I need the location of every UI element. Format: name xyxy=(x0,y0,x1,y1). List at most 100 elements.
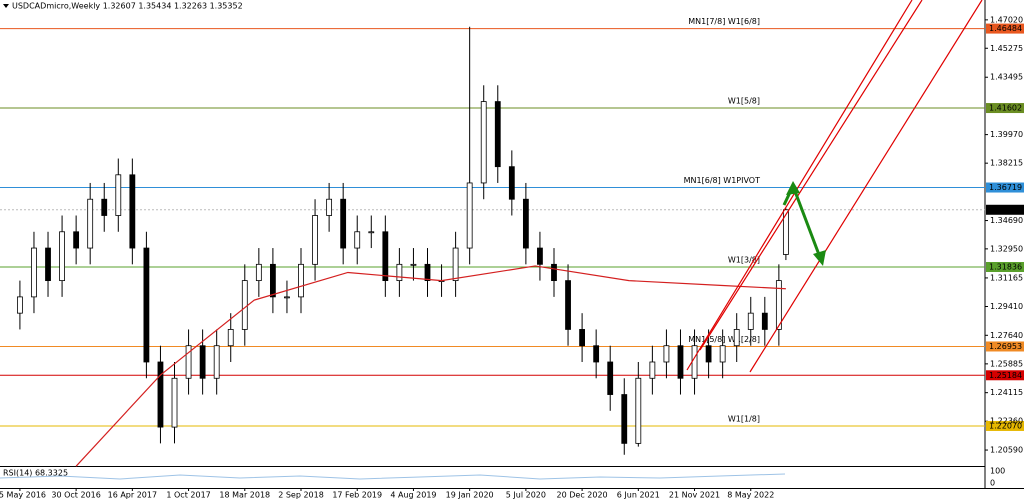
candle-body xyxy=(705,345,712,363)
candle-body xyxy=(87,198,94,249)
y-tick-label: 1.31165 xyxy=(990,273,1023,282)
candle-body xyxy=(607,361,614,395)
candle-body xyxy=(227,329,234,347)
x-tick-label: 19 Jan 2020 xyxy=(446,491,494,500)
candle-body xyxy=(663,345,670,363)
candle-body xyxy=(354,231,361,249)
x-tick-label: 16 Apr 2017 xyxy=(108,491,157,500)
channel-line xyxy=(686,0,913,371)
chart-title: USDCADmicro,Weekly 1.32607 1.35434 1.322… xyxy=(12,2,243,11)
candle-body xyxy=(17,296,23,314)
candle-body xyxy=(157,361,164,428)
rsi-tick-label: 100 xyxy=(990,467,1005,476)
y-tick-label: 1.24115 xyxy=(990,388,1023,397)
level-price-label: 1.22070 xyxy=(989,421,1022,430)
candle-body xyxy=(312,215,318,265)
last-price-box xyxy=(986,204,1024,215)
y-tick-label: 1.38215 xyxy=(990,159,1023,168)
candle-body xyxy=(621,394,628,444)
channel-line xyxy=(699,0,923,351)
rsi-line xyxy=(0,473,786,480)
candle-body xyxy=(480,101,487,184)
candle-body xyxy=(733,329,740,347)
level-price-label: 1.31836 xyxy=(989,263,1022,272)
candle-body xyxy=(241,280,248,330)
y-tick-label: 1.27640 xyxy=(990,331,1023,340)
x-tick-label: 2 Sep 2018 xyxy=(278,491,324,500)
level-price-label: 1.25184 xyxy=(989,371,1022,380)
x-tick-label: 8 May 2022 xyxy=(727,491,774,500)
candle-body xyxy=(565,280,571,330)
candle-body xyxy=(269,263,276,298)
y-tick-label: 1.45275 xyxy=(990,44,1023,53)
level-price-box xyxy=(986,23,1024,34)
candle-body xyxy=(635,377,642,444)
x-tick-label: 18 Mar 2018 xyxy=(219,491,270,500)
level-name: MN1[6/8] W1PIVOT xyxy=(684,176,760,185)
y-tick-label: 1.47020 xyxy=(990,15,1023,24)
header-icon xyxy=(3,4,9,8)
candle-body xyxy=(466,182,473,249)
y-tick-label: 1.29410 xyxy=(990,302,1023,311)
level-price-label: 1.46484 xyxy=(989,24,1022,33)
candle-body xyxy=(199,345,206,379)
arrow-head xyxy=(786,181,800,195)
candle-layer xyxy=(17,26,789,467)
candle-body xyxy=(45,247,51,282)
x-tick-label: 5 Jul 2020 xyxy=(506,491,546,500)
candle-body xyxy=(775,280,782,330)
level-price-label: 1.36719 xyxy=(989,183,1022,192)
candle-body xyxy=(185,345,192,379)
level-price-label: 1.41602 xyxy=(989,104,1022,113)
candle-body xyxy=(677,345,684,379)
candle-body xyxy=(494,101,501,168)
x-tick-label: 1 Oct 2017 xyxy=(166,491,210,500)
candle-body xyxy=(782,209,789,255)
level-price-box xyxy=(986,103,1024,114)
y-tick-label: 1.25885 xyxy=(990,359,1023,368)
arrow-head xyxy=(813,250,826,266)
candle-body xyxy=(522,198,529,249)
candle-body xyxy=(115,174,122,216)
candle-body xyxy=(537,247,543,265)
rsi-label: RSI(14) 68.3325 xyxy=(3,469,68,478)
candle-body xyxy=(129,174,136,249)
x-tick-label: 15 May 2016 xyxy=(0,491,46,500)
candle-body xyxy=(410,263,417,266)
moving-average xyxy=(75,265,786,467)
channel-drawing xyxy=(686,0,983,373)
level-price-box xyxy=(986,341,1024,352)
candle-body xyxy=(396,263,403,282)
level-name: MN1[7/8] W1[6/8] xyxy=(688,17,760,26)
candle-body xyxy=(255,263,262,282)
candle-body xyxy=(593,345,600,363)
channel-line xyxy=(749,0,983,373)
candle-body xyxy=(340,198,347,249)
candle-body xyxy=(171,377,178,428)
level-price-box xyxy=(986,262,1024,273)
candle-body xyxy=(761,312,768,330)
level-name: MN1[5/8] W1[2/8] xyxy=(688,335,760,344)
grid-layer xyxy=(19,19,988,491)
level-name: W1[3/8] xyxy=(728,256,760,265)
candle-body xyxy=(284,296,290,299)
level-price-label: 1.26953 xyxy=(989,342,1022,351)
candle-body xyxy=(31,247,37,298)
x-tick-label: 20 Dec 2020 xyxy=(557,491,608,500)
level-price-box xyxy=(986,370,1024,381)
candle-body xyxy=(298,263,304,298)
last-price-label: 1.35352 xyxy=(989,205,1022,214)
candle-body xyxy=(747,312,754,330)
candle-body xyxy=(424,263,431,282)
rsi-tick-label: 0 xyxy=(990,479,995,488)
candle-body xyxy=(382,231,389,282)
y-tick-label: 1.39970 xyxy=(990,130,1023,139)
y-tick-label: 1.43495 xyxy=(990,73,1023,82)
level-price-box xyxy=(986,420,1024,431)
level-name: W1[5/8] xyxy=(728,97,760,106)
candle-body xyxy=(649,361,656,379)
y-tick-label: 1.34690 xyxy=(990,216,1023,225)
candle-body xyxy=(143,247,150,363)
